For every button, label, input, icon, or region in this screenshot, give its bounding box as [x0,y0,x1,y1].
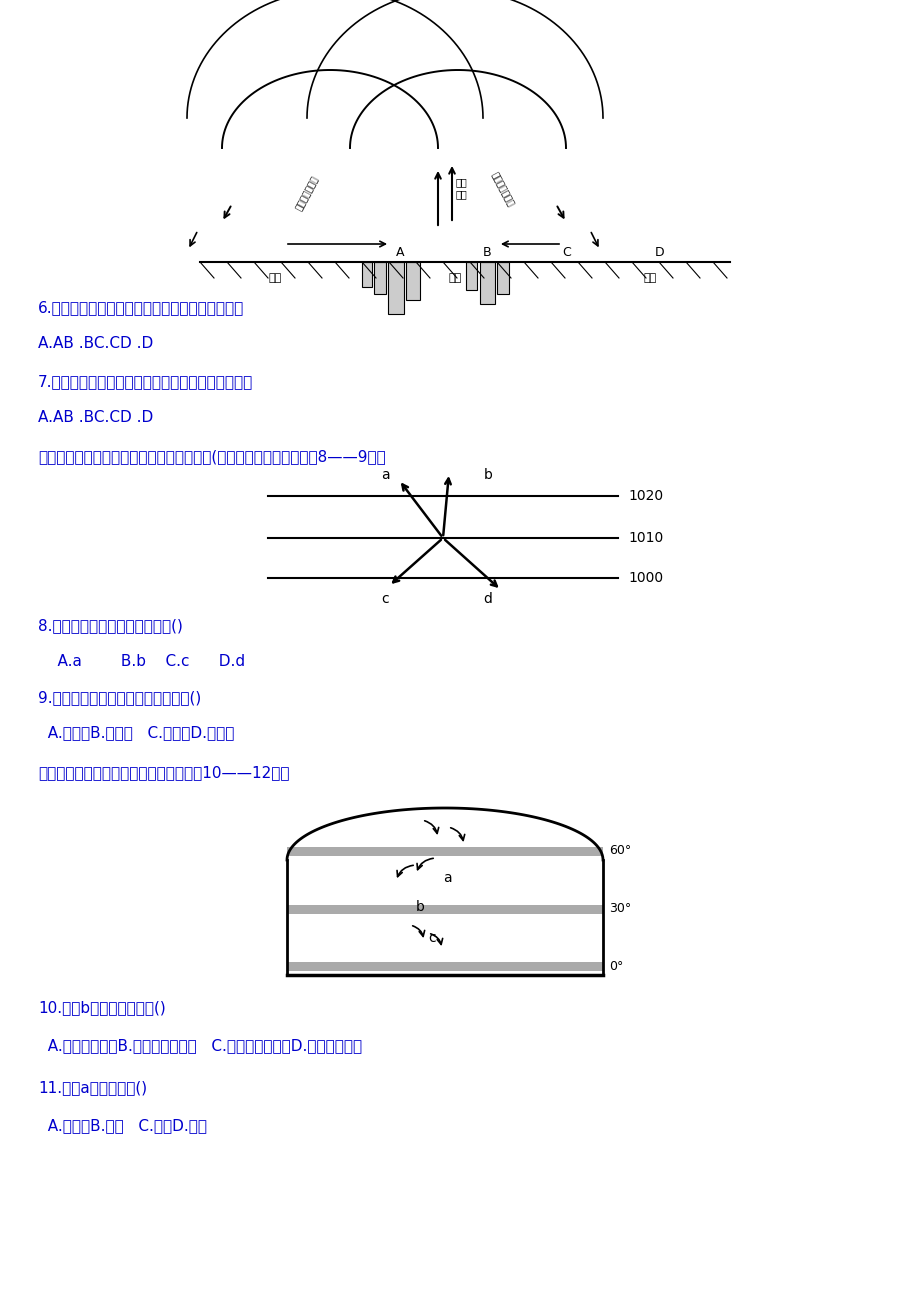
Bar [466,262,476,290]
Text: 9.根据风向可判断该地所在的半球是(): 9.根据风向可判断该地所在的半球是() [38,690,201,706]
Text: A.一热湿B.热干   C.温湿D.冷干: A.一热湿B.热干 C.温湿D.冷干 [38,1118,207,1134]
Bar [405,262,420,299]
Bar [361,262,371,286]
Text: c: c [427,931,436,945]
Text: 7.根据热力环流状况，该市的大气污染企业宜规划在: 7.根据热力环流状况，该市的大气污染企业宜规划在 [38,375,253,389]
Text: b: b [415,900,424,914]
Bar [287,848,602,855]
Bar [496,262,508,294]
Text: 1000: 1000 [628,572,663,585]
Text: 11.图中a风带的性质(): 11.图中a风带的性质() [38,1081,147,1095]
Text: 郊区: 郊区 [268,273,281,283]
Text: a: a [442,871,451,885]
Text: 30°: 30° [608,902,630,915]
Text: D: D [654,246,664,259]
Bar [388,262,403,314]
Text: 6.根据热力环流状况，该市的造林重点区宜规划在: 6.根据热力环流状况，该市的造林重点区宜规划在 [38,301,244,315]
Text: 8.其中代表水平气压梯度力的是(): 8.其中代表水平气压梯度力的是() [38,618,183,634]
Text: 右图为北半球某气压场受力平衡时的风向图(单位：百帕），据图完成8——9题。: 右图为北半球某气压场受力平衡时的风向图(单位：百帕），据图完成8——9题。 [38,449,385,465]
Text: 由郊区流向市区: 由郊区流向市区 [295,174,321,212]
Bar [287,905,602,914]
Text: 郊区: 郊区 [642,273,656,283]
Text: b: b [483,467,492,482]
Text: A.a        B.b    C.c      D.d: A.a B.b C.c D.d [38,654,244,668]
Text: 1010: 1010 [628,531,663,546]
Bar [287,962,602,971]
Text: 1020: 1020 [628,490,663,503]
Text: A.AB .BC.CD .D: A.AB .BC.CD .D [38,410,153,424]
Text: A.极地高气压带B.副极地高气压带   C.副热带高气压带D.赤道低气压带: A.极地高气压带B.副极地高气压带 C.副热带高气压带D.赤道低气压带 [38,1039,362,1053]
Text: 60°: 60° [608,845,630,858]
Text: a: a [380,467,389,482]
Text: 市区: 市区 [448,273,461,283]
Bar [480,262,494,303]
Text: C: C [562,246,571,259]
Text: A.AB .BC.CD .D: A.AB .BC.CD .D [38,336,153,350]
Text: 上升
气流: 上升 气流 [456,177,467,199]
Text: B: B [482,246,491,259]
Text: A: A [395,246,403,259]
Text: 由郊区流向市区: 由郊区流向市区 [489,172,515,208]
Text: 读北半球气压带、风带分布规律图，完成10——12题。: 读北半球气压带、风带分布规律图，完成10——12题。 [38,766,289,780]
Text: 0°: 0° [608,960,623,973]
Text: d: d [483,592,492,605]
Bar [374,262,386,294]
Text: c: c [380,592,389,605]
Text: A.北半球B.南半球   C.东半球D.西半球: A.北半球B.南半球 C.东半球D.西半球 [38,725,234,741]
Text: 10.图中b点所在气压带是(): 10.图中b点所在气压带是() [38,1000,165,1016]
